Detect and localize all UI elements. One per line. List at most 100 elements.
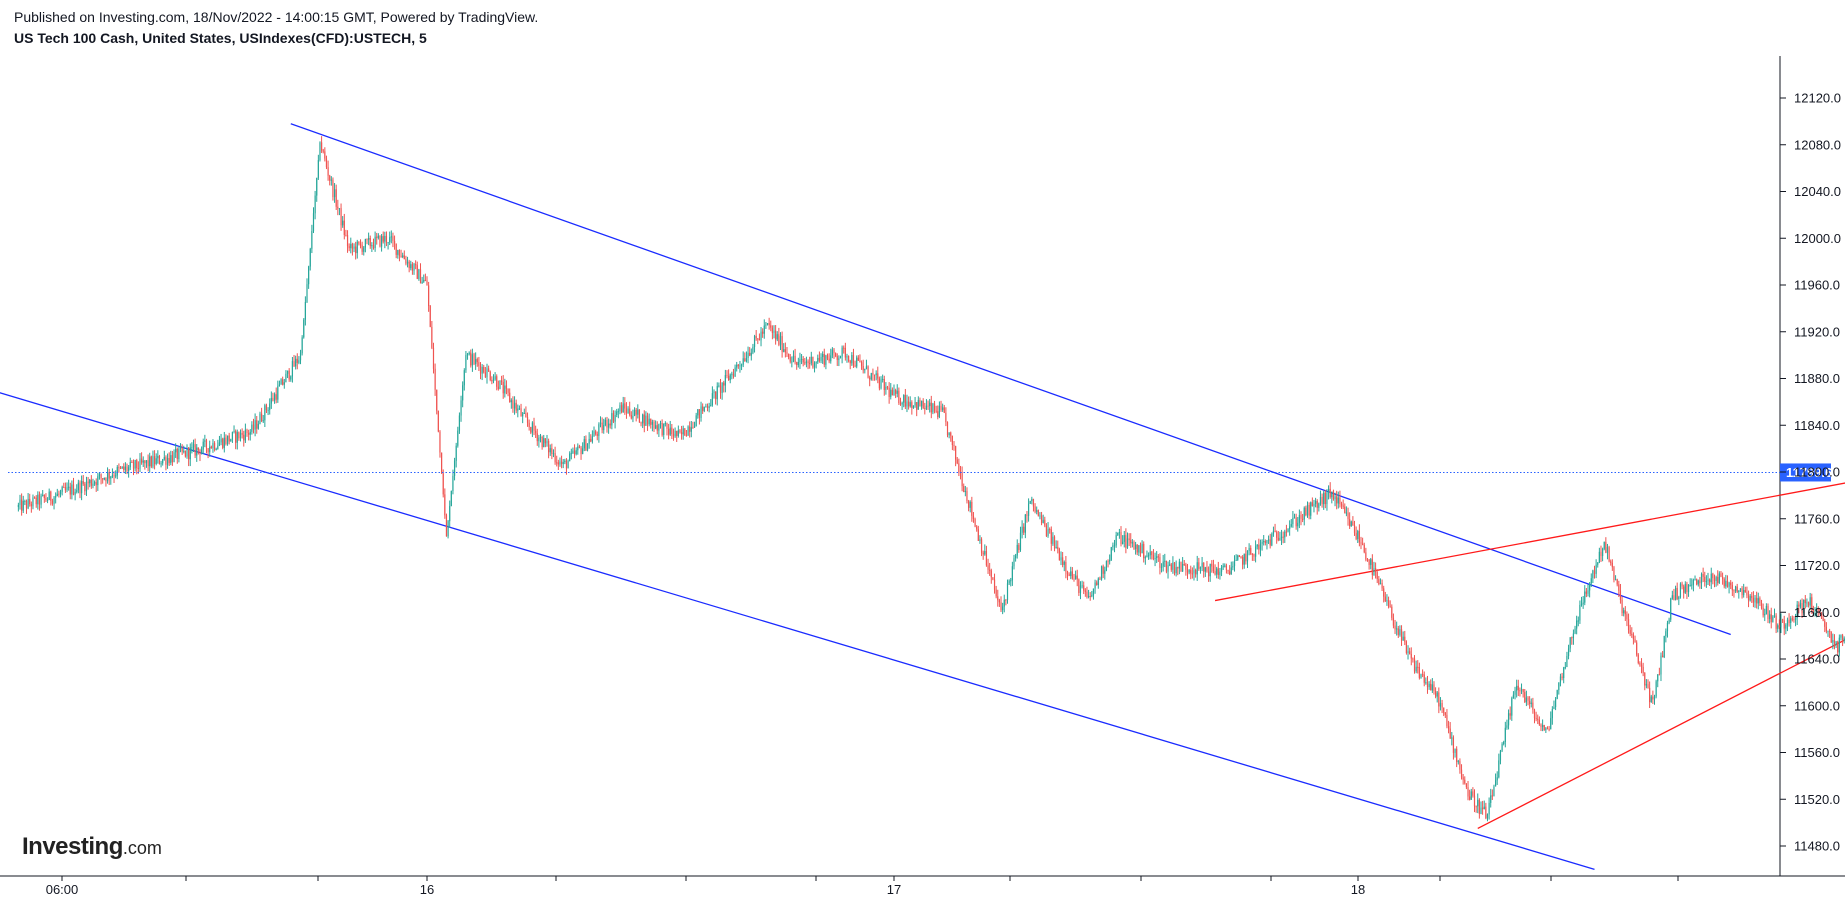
- candle: [27, 493, 29, 510]
- candle-body: [1702, 574, 1704, 577]
- candle: [1522, 688, 1524, 698]
- candle-body: [1775, 615, 1777, 629]
- wedge-lower-line[interactable]: [1477, 519, 1845, 830]
- candle: [64, 482, 66, 493]
- candle: [734, 364, 736, 378]
- candle: [1720, 571, 1722, 578]
- candle-body: [470, 352, 472, 366]
- candle-body: [1825, 626, 1827, 632]
- candle: [209, 440, 211, 457]
- candle: [1005, 598, 1007, 606]
- candle: [142, 456, 144, 468]
- candle: [1624, 606, 1626, 622]
- candle: [1687, 584, 1690, 597]
- candle-body: [569, 453, 571, 462]
- candle: [270, 391, 272, 409]
- candle: [1402, 631, 1404, 641]
- candle-body: [916, 402, 918, 410]
- candle: [361, 241, 363, 255]
- candle-body: [1652, 696, 1654, 700]
- candle: [1451, 731, 1453, 746]
- candle: [693, 421, 696, 428]
- candle-body: [1576, 620, 1578, 629]
- candle-body: [316, 177, 318, 196]
- candle: [165, 455, 167, 471]
- candle: [632, 409, 634, 423]
- time-axis[interactable]: 06:00 16 17 18: [46, 876, 1679, 897]
- candle: [1543, 724, 1545, 731]
- candle-body: [1480, 807, 1482, 814]
- candle-body: [1684, 583, 1686, 593]
- candle: [1824, 618, 1826, 633]
- candle-body: [458, 415, 461, 431]
- candle: [98, 472, 101, 480]
- candle-body: [257, 423, 259, 429]
- candle-body: [1507, 713, 1510, 726]
- candle: [439, 430, 441, 458]
- candle: [1310, 501, 1312, 520]
- candle-body: [1426, 682, 1429, 688]
- candle-body: [124, 466, 126, 470]
- candle: [1525, 690, 1527, 707]
- candle-body: [1743, 590, 1745, 596]
- candle-body: [1567, 648, 1570, 656]
- candle-body: [723, 382, 725, 386]
- candle-body: [296, 358, 298, 363]
- channel-upper-line[interactable]: [290, 123, 1731, 636]
- candle: [1220, 565, 1223, 577]
- candle-body: [1501, 744, 1503, 751]
- candle: [478, 356, 480, 372]
- candle: [747, 346, 749, 364]
- candle: [483, 364, 485, 374]
- candle-body: [170, 455, 172, 463]
- candle: [1287, 528, 1289, 533]
- candle: [598, 422, 600, 443]
- candle: [1049, 527, 1051, 534]
- candle-body: [1345, 512, 1348, 514]
- candle: [1816, 603, 1818, 618]
- channel-lower-line[interactable]: [0, 392, 1595, 870]
- candle: [376, 232, 378, 245]
- candle-body: [830, 355, 832, 362]
- candle-body: [1068, 574, 1070, 576]
- candle: [254, 413, 256, 437]
- candle: [692, 421, 694, 429]
- candle: [1295, 513, 1297, 530]
- candle-body: [390, 236, 392, 238]
- candle-body: [74, 491, 76, 495]
- candle: [637, 404, 639, 419]
- price-axis[interactable]: 11480.011520.011560.011600.011640.011680…: [1780, 91, 1841, 854]
- candle-body: [591, 436, 593, 442]
- candle-body: [836, 356, 838, 360]
- candle: [306, 278, 308, 303]
- candle-body: [1574, 628, 1576, 634]
- wedge-upper-line[interactable]: [1214, 446, 1845, 602]
- candle: [1138, 544, 1140, 557]
- candle: [1293, 513, 1296, 519]
- candle-body: [1229, 571, 1231, 575]
- candle: [1267, 535, 1270, 544]
- candle: [358, 241, 360, 246]
- candle-body: [864, 368, 866, 371]
- candle: [395, 243, 397, 259]
- candle: [332, 177, 334, 201]
- candle-body: [1665, 631, 1667, 637]
- candle: [311, 224, 313, 254]
- candle-body: [1413, 658, 1416, 672]
- candle-body: [1488, 802, 1490, 815]
- candle: [312, 207, 315, 234]
- candle-body: [43, 494, 45, 499]
- candle: [590, 434, 592, 443]
- candle-body: [471, 354, 474, 366]
- candle-body: [700, 406, 702, 418]
- candle-body: [839, 356, 842, 359]
- candle: [783, 343, 785, 353]
- candle: [870, 372, 872, 381]
- candle: [1725, 574, 1727, 589]
- candle: [543, 434, 545, 448]
- candle-body: [128, 467, 130, 472]
- candle: [484, 366, 486, 379]
- candle: [650, 418, 652, 429]
- trendlines[interactable]: [0, 123, 1845, 870]
